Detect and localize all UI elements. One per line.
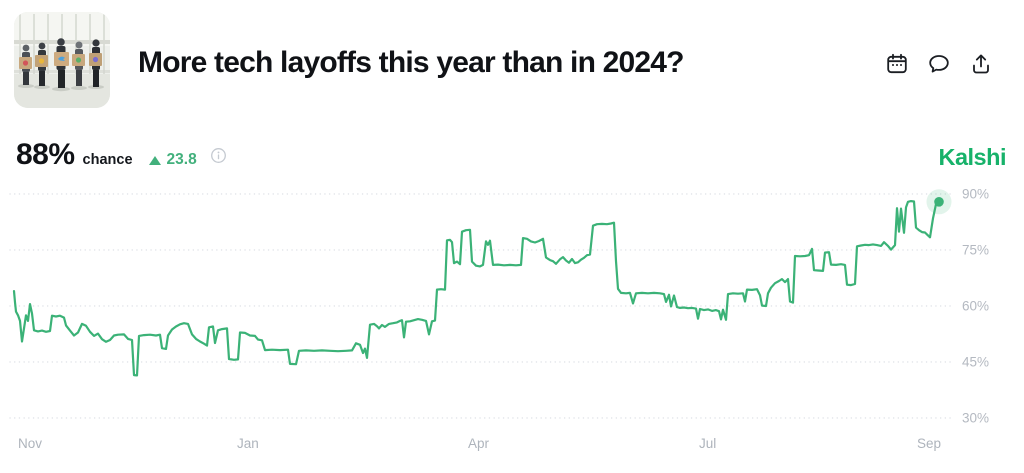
y-tick-label: 75% <box>962 243 989 258</box>
price-chart[interactable]: 90% 75% 60% 45% 30% Nov Jan Apr Jul Sep <box>0 185 1024 473</box>
x-tick-label: Nov <box>18 436 42 451</box>
y-tick-label: 90% <box>962 187 989 202</box>
price-delta: 23.8 <box>148 151 197 169</box>
x-tick-label: Jan <box>237 436 259 451</box>
comments-icon[interactable] <box>927 52 951 76</box>
x-tick-label: Sep <box>917 436 941 451</box>
delta-value: 23.8 <box>166 151 197 168</box>
delta-up-icon <box>148 155 161 165</box>
chance-label: chance <box>82 152 133 168</box>
y-tick-label: 45% <box>962 355 989 370</box>
y-tick-label: 30% <box>962 411 989 426</box>
x-tick-label: Jul <box>699 436 716 451</box>
y-tick-label: 60% <box>962 299 989 314</box>
kalshi-logo[interactable]: Kalshi <box>938 144 1006 170</box>
share-icon[interactable] <box>969 52 993 76</box>
x-tick-label: Apr <box>468 436 490 451</box>
header-actions <box>885 52 993 76</box>
current-price-dot <box>934 197 944 207</box>
chance-value: 88% <box>16 138 75 171</box>
market-thumbnail <box>14 12 110 108</box>
info-icon[interactable] <box>210 147 227 164</box>
market-title: More tech layoffs this year than in 2024… <box>138 46 685 79</box>
layoffs-photo-illustration <box>14 12 110 108</box>
market-stats: 88% chance 23.8 <box>16 138 227 172</box>
price-line <box>12 200 941 377</box>
calendar-icon[interactable] <box>885 52 909 76</box>
